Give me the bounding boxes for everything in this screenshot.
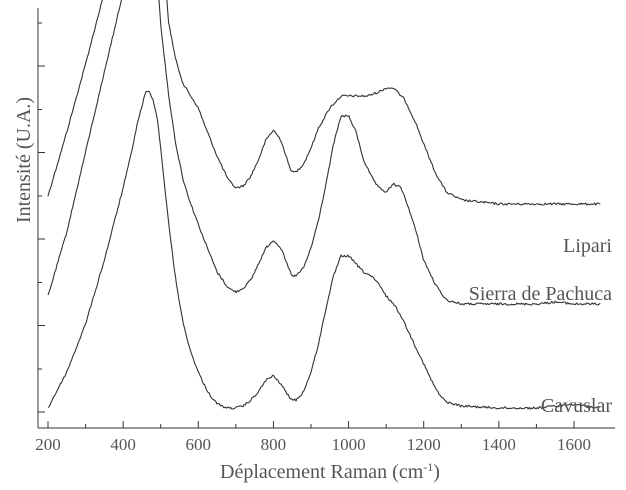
plot-area: 200 400 600 800 1000 1200 1400 1600 Lipari Sierr… [35,0,615,454]
x-tick-label: 1200 [407,435,441,454]
x-axis-label-close: ) [433,461,440,483]
series-label-cavuslar: Cavuslar [541,395,612,417]
x-tick-label: 800 [261,435,287,454]
x-tick-label: 1400 [482,435,516,454]
y-ticks [38,22,45,413]
x-axis-label-sup: -1 [423,460,433,474]
x-tick-label: 1600 [557,435,591,454]
x-tick-label: 200 [35,435,61,454]
series-line-lipari [47,0,601,206]
x-tick-label: 1000 [332,435,366,454]
x-tick-label: 400 [110,435,136,454]
series-line-sierra-de-pachuca [47,0,601,306]
x-axis-label: Déplacement Raman (cm-1) [220,460,440,483]
series-label-lipari: Lipari [563,235,612,257]
series-line-cavuslar [47,90,601,410]
x-ticks [47,421,575,428]
x-axis-label-main: Déplacement Raman (cm [220,461,424,483]
x-tick-labels: 200 400 600 800 1000 1200 1400 1600 [35,435,591,454]
series-label-sierra-de-pachuca: Sierra de Pachuca [469,283,612,305]
x-tick-label: 600 [186,435,212,454]
series-group [47,0,601,410]
series-labels: Lipari Sierra de Pachuca Cavuslar [469,235,613,417]
y-axis-label: Intensité (U.A.) [13,97,35,223]
